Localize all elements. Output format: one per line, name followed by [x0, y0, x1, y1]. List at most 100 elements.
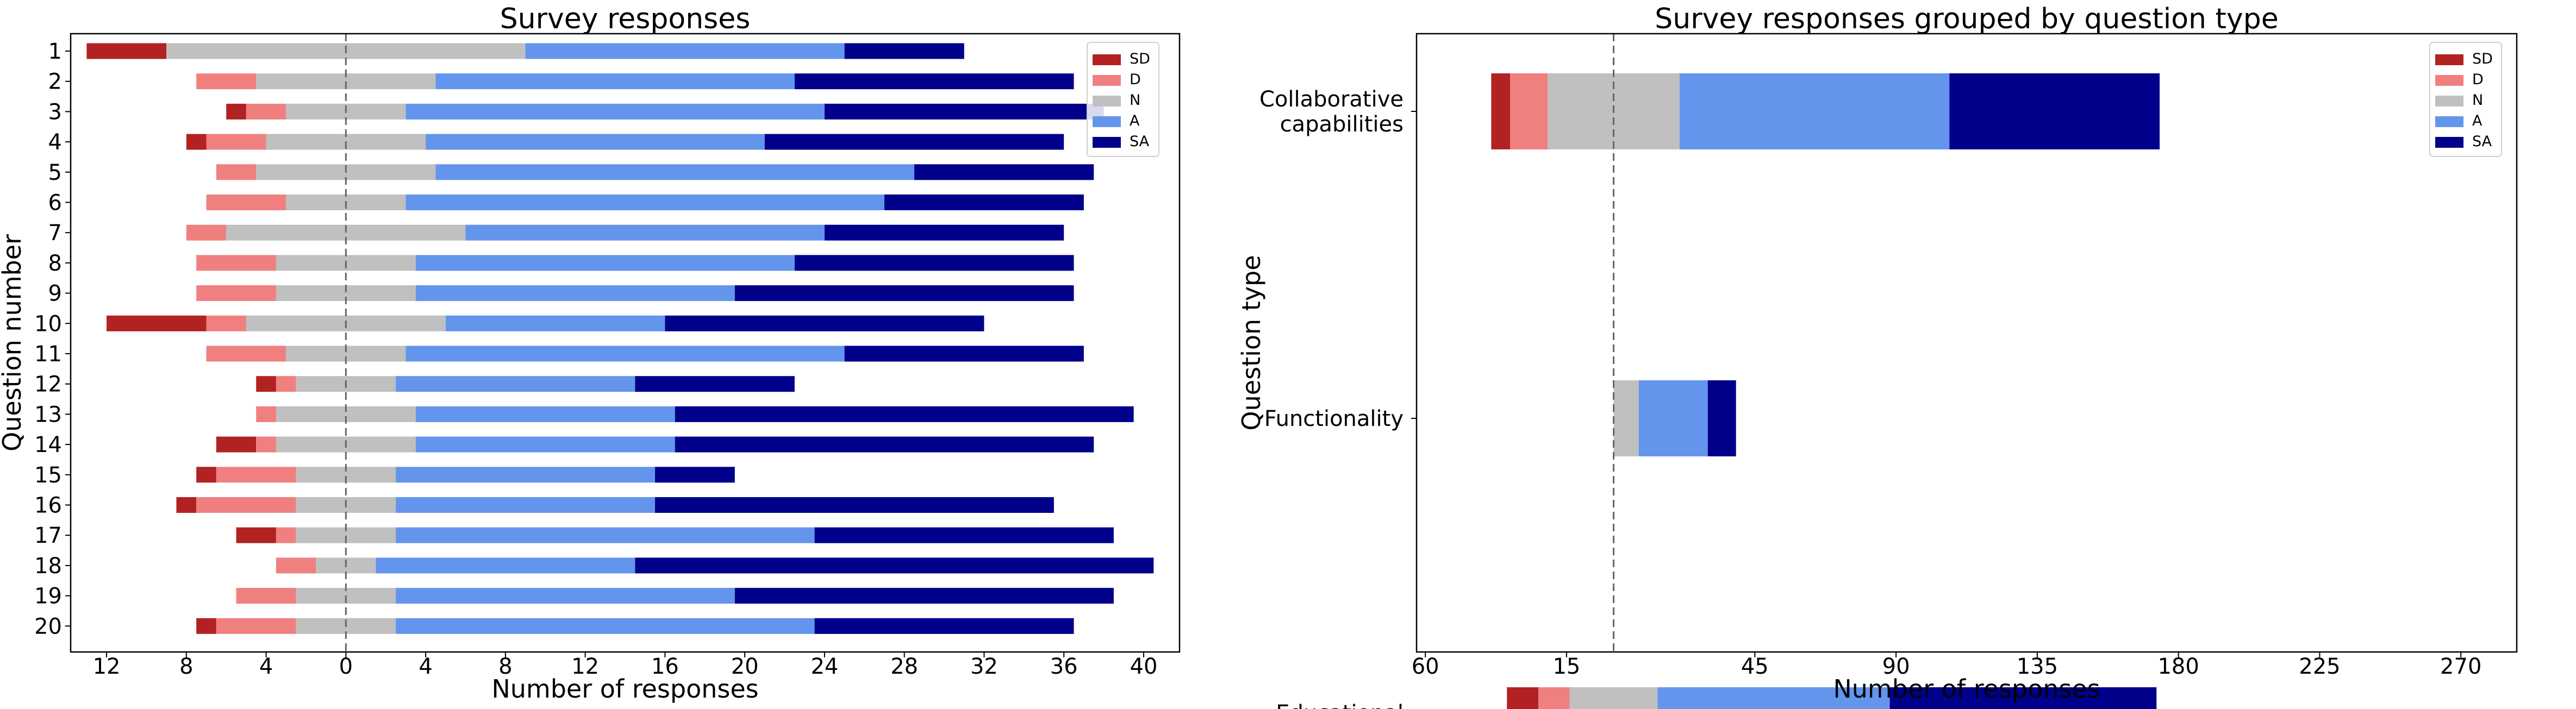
y-axis-label: Question type [1237, 255, 1266, 430]
bar-segment-a [406, 346, 845, 362]
x-tick-label: 180 [2157, 654, 2199, 679]
bar-segment-sa [1889, 687, 2157, 709]
bar-segment-sa [884, 194, 1084, 210]
legend-swatch-sd [2435, 54, 2463, 65]
bar-row [107, 315, 984, 331]
y-tick-label: 8 [48, 251, 62, 276]
bar-segment-sa [1949, 73, 2160, 149]
bar-segment-sa [794, 73, 1074, 90]
bar-segment-sd [176, 497, 197, 513]
x-tick-label: 8 [498, 654, 512, 679]
plot-frame [1415, 33, 2518, 653]
bar-segment-sa [814, 618, 1074, 634]
bar-row [216, 164, 1094, 180]
bar-segment-a [415, 406, 675, 422]
bar-segment-sa [734, 285, 1074, 302]
legend-swatch-n [1093, 96, 1121, 106]
legend-swatch-sa [2435, 137, 2463, 148]
bar-segment-d [206, 315, 246, 331]
bar-segment-a [415, 255, 795, 271]
bar-segment-a [396, 376, 635, 392]
legend: SD DNA SA [1087, 42, 1159, 157]
bar-segment-a [396, 497, 656, 513]
bar-row [196, 285, 1074, 302]
bar-segment-sa [844, 346, 1084, 362]
bar-segment-sd [196, 467, 216, 483]
bar-segment-d [186, 224, 227, 241]
y-tick-label: 6 [48, 191, 62, 216]
bar-segment-d [1538, 687, 1570, 709]
legend-label: D [2472, 71, 2484, 88]
x-tick-label: 28 [890, 654, 918, 679]
y-tick-label: Collaborative [1259, 87, 1404, 112]
y-tick-label: Functionality [1264, 406, 1404, 431]
legend-label: SA [1130, 133, 1150, 150]
bar-segment-sd [86, 43, 167, 59]
x-tick-label: 0 [339, 654, 353, 679]
x-tick-label: 32 [970, 654, 998, 679]
legend-label: D [1130, 71, 1141, 88]
x-tick-label: 45 [1741, 654, 1769, 679]
bar-segment-d [276, 527, 296, 543]
x-tick-label: 40 [1130, 654, 1158, 679]
x-tick-label: 15 [1552, 654, 1580, 679]
y-tick-label: 11 [34, 342, 62, 367]
bar-segment-a [1657, 687, 1890, 709]
y-tick-label: 1 [48, 39, 62, 64]
bar-segment-sd [236, 527, 276, 543]
y-tick-label: 5 [48, 160, 62, 185]
bar-segment-a [445, 315, 665, 331]
x-tick-label: 12 [93, 654, 121, 679]
bar-row [256, 406, 1134, 422]
bar-segment-a [396, 467, 656, 483]
y-tick-label: 13 [34, 402, 62, 427]
bar-segment-sd [1507, 687, 1538, 709]
x-tick-label: 90 [1882, 654, 1910, 679]
y-tick-label: 9 [48, 281, 62, 306]
bar-segment-d [196, 285, 276, 302]
legend-label: A [2472, 112, 2483, 129]
x-axis-label: Number of responses [491, 674, 758, 704]
x-tick-label: 24 [810, 654, 838, 679]
x-tick-label: 20 [731, 654, 759, 679]
bar-segment-sa [655, 497, 1054, 513]
plot-frame [70, 33, 1181, 653]
legend-swatch-a [1093, 116, 1121, 127]
bar-segment-d [276, 557, 316, 574]
legend-label: SA [2472, 133, 2492, 150]
bar-segment-sd [216, 436, 257, 453]
bar-segment-a [1679, 73, 1950, 149]
bar-segment-d [216, 164, 257, 180]
bar-segment-sa [635, 557, 1154, 574]
x-axis-label: Number of responses [1833, 674, 2100, 704]
y-tick-label: Educational [1276, 701, 1404, 709]
legend-swatch-sd [1093, 54, 1121, 65]
bar-row [186, 224, 1064, 241]
bar-row [86, 43, 964, 59]
bar-row [226, 103, 1104, 120]
y-tick-label: 17 [34, 523, 62, 548]
legend-swatch-a [2435, 116, 2463, 127]
bar-row [176, 497, 1054, 513]
legend-label: SD [2472, 51, 2493, 67]
bar-segment-a [396, 527, 815, 543]
legend: SD DNA SA [2429, 42, 2502, 157]
y-tick-label: 20 [34, 614, 62, 639]
bar-segment-a [525, 43, 845, 59]
x-tick-label: 16 [651, 654, 679, 679]
bar-segment-sa [675, 406, 1134, 422]
bar-segment-n [1613, 380, 1639, 456]
bar-segment-a [376, 557, 635, 574]
y-tick-label: 10 [34, 311, 62, 336]
bar-segment-sa [824, 224, 1064, 241]
bar-segment-d [256, 406, 276, 422]
bar-segment-d [196, 73, 257, 90]
bar-row [256, 376, 795, 392]
bar-segment-sd [107, 315, 207, 331]
bar-segment-a [1638, 380, 1708, 456]
x-tick-label: 225 [2299, 654, 2340, 679]
bar-row [276, 557, 1154, 574]
x-tick-label: 36 [1050, 654, 1078, 679]
bar-row [196, 73, 1074, 90]
